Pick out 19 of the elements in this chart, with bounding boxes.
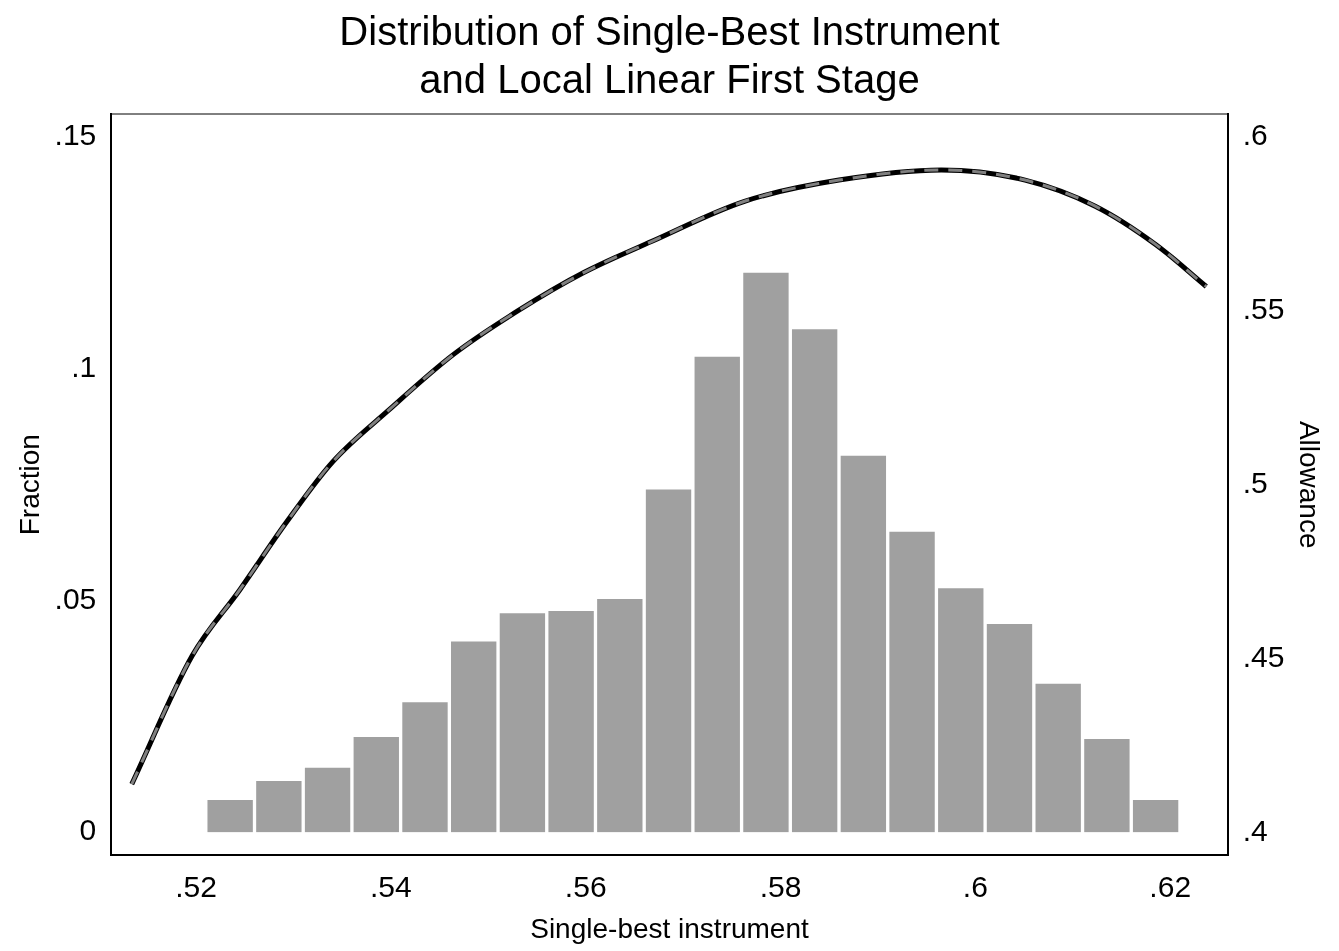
y2-tick-label: .5 bbox=[1242, 465, 1268, 499]
y-tick-label: .05 bbox=[54, 581, 97, 615]
x-tick-label: .54 bbox=[370, 869, 412, 903]
y-axis-title: Fraction bbox=[13, 434, 45, 536]
x-tick-label: .6 bbox=[962, 869, 988, 903]
x-tick-label: .62 bbox=[1149, 869, 1192, 903]
y2-tick-label: .4 bbox=[1242, 813, 1268, 847]
y2-tick-label: .45 bbox=[1242, 639, 1285, 673]
x-axis-title: Single-best instrument bbox=[530, 912, 810, 944]
y2-tick-label: .55 bbox=[1242, 292, 1285, 326]
x-tick-label: .56 bbox=[564, 869, 607, 903]
y-tick-label: 0 bbox=[79, 813, 97, 847]
y-tick-label: .1 bbox=[71, 350, 97, 384]
y-tick-label: .15 bbox=[54, 118, 97, 152]
y2-axis-title: Allowance bbox=[1294, 420, 1326, 549]
chart-title: Distribution of Single-Best Instrument and Local Linear First Stage bbox=[339, 9, 1000, 102]
y2-tick-label: .6 bbox=[1242, 118, 1268, 152]
x-tick-label: .58 bbox=[759, 869, 802, 903]
x-tick-label: .52 bbox=[175, 869, 217, 903]
